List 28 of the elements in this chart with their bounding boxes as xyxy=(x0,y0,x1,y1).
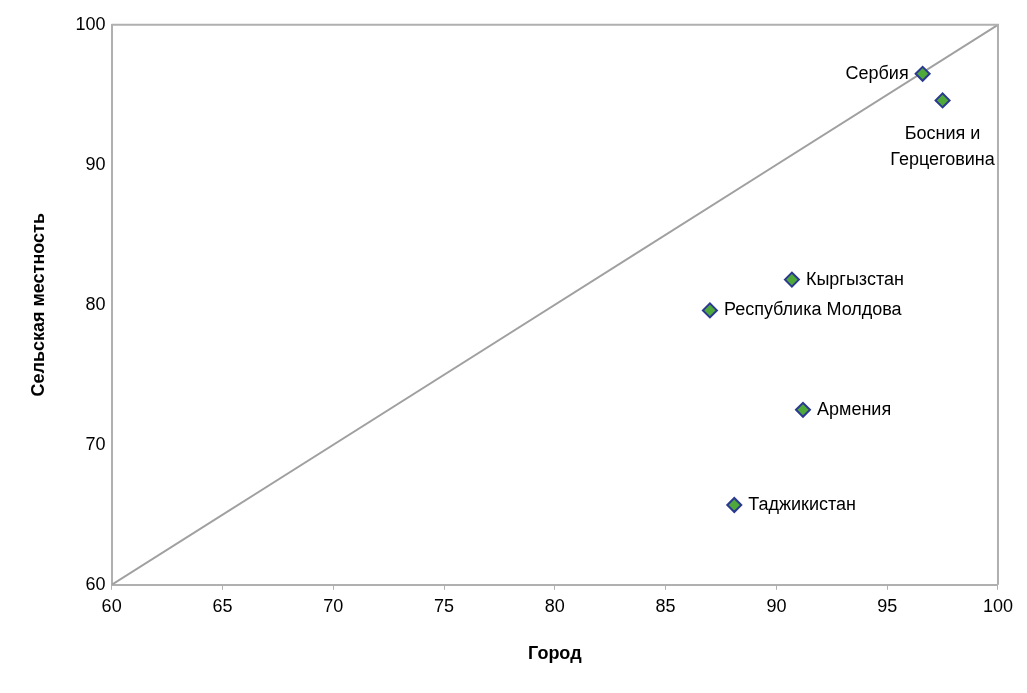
annotation: Таджикистан xyxy=(748,493,857,514)
y-tick-label: 90 xyxy=(85,153,106,174)
x-tick-label: 95 xyxy=(877,595,898,616)
point xyxy=(914,65,931,82)
x-tick-label: 75 xyxy=(434,595,455,616)
x-tick-label: 90 xyxy=(766,595,787,616)
x-tick-label: 100 xyxy=(982,595,1014,616)
point xyxy=(701,302,718,319)
y-tick-label: 80 xyxy=(85,293,106,314)
point xyxy=(934,92,951,109)
point xyxy=(726,497,743,513)
x-axis-title: Город xyxy=(528,643,583,664)
x-tick-label: 65 xyxy=(212,595,233,616)
x-tick-label: 85 xyxy=(655,595,676,616)
point xyxy=(794,401,811,418)
x-tick-label: 70 xyxy=(323,595,344,616)
annotation: Кыргызстан xyxy=(805,268,904,289)
x-tick-label: 80 xyxy=(544,595,565,616)
point xyxy=(783,271,800,288)
x-tick-label: 60 xyxy=(101,595,122,616)
y-axis-title: Сельская местность xyxy=(27,213,48,397)
annotation: Босния и Герцеговина xyxy=(890,123,996,170)
annotation: Армения xyxy=(816,398,892,419)
y-tick-label: 60 xyxy=(85,573,106,594)
annotation: Республика Молдова xyxy=(723,299,903,320)
y-tick-label: 70 xyxy=(85,433,106,454)
y-tick-label: 100 xyxy=(75,13,106,34)
annotation: Сербия xyxy=(845,62,909,83)
